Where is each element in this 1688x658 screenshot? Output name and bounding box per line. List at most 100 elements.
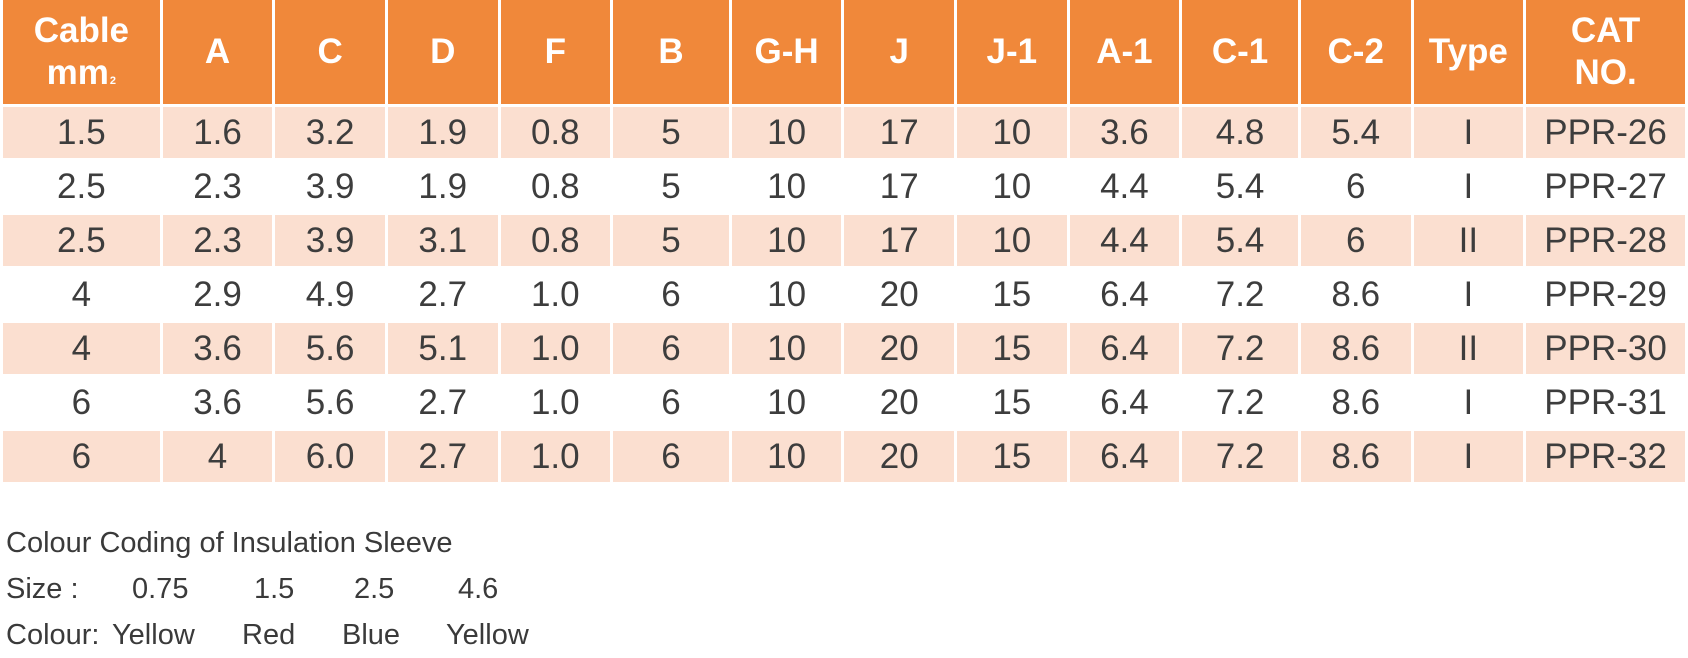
table-header: Cable mm2 A C D F B G-H J J-1 A-1 C-1 C-… [3, 0, 1685, 107]
table-cell: 10 [731, 161, 842, 215]
table-body: 1.5 1.6 3.2 1.9 0.8 5 10 17 10 3.6 4.8 5.4 I PPR-26 2.… [3, 107, 1685, 485]
table-cell: 2.5 [3, 161, 160, 215]
table-cell: I [1413, 161, 1524, 215]
table-cell: 3.6 [1069, 107, 1180, 161]
header-col-a-1: A-1 [1069, 0, 1180, 107]
table-cell: 8.6 [1300, 431, 1411, 485]
table-cell: 15 [957, 323, 1067, 377]
table-cell: I [1413, 377, 1524, 431]
table-cell: PPR-31 [1526, 377, 1685, 431]
table-cell: 5.4 [1182, 161, 1298, 215]
legend-colour-row: Colour: Yellow Red Blue Yellow [6, 612, 529, 658]
table-cell: PPR-29 [1526, 269, 1685, 323]
table-cell: 0.8 [500, 161, 611, 215]
table-cell: 6 [3, 377, 160, 431]
table-cell: 1.9 [387, 161, 498, 215]
header-cable-superscript: 2 [109, 75, 117, 87]
table-cell: 5.6 [275, 323, 385, 377]
header-col-j: J [844, 0, 955, 107]
table-cell: 3.1 [387, 215, 498, 269]
table-cell: 17 [844, 215, 955, 269]
legend-size-value: 1.5 [254, 573, 295, 605]
table-cell: 2.7 [387, 377, 498, 431]
specification-table: Cable mm2 A C D F B G-H J J-1 A-1 C-1 C-… [3, 0, 1685, 485]
table-cell: 10 [731, 269, 842, 323]
header-col-j-1: J-1 [957, 0, 1067, 107]
table-cell: 10 [957, 161, 1067, 215]
table-cell: 1.9 [387, 107, 498, 161]
table-cell: 5 [613, 215, 729, 269]
table-cell: 6 [3, 431, 160, 485]
legend-size-value: 4.6 [458, 573, 499, 605]
table-cell: I [1413, 269, 1524, 323]
legend-colour-value: Yellow [112, 619, 195, 651]
table-cell: 20 [844, 377, 955, 431]
table-cell: 6 [1300, 215, 1411, 269]
table-cell: 15 [957, 431, 1067, 485]
colour-coding-legend: Colour Coding of Insulation Sleeve Size … [6, 520, 529, 658]
table-cell: 4.8 [1182, 107, 1298, 161]
table-cell: 15 [957, 269, 1067, 323]
table-cell: 1.5 [3, 107, 160, 161]
table-cell: 3.9 [275, 215, 385, 269]
legend-size-value: 0.75 [132, 573, 189, 605]
table-cell: 2.5 [3, 215, 160, 269]
table-cell: 5 [613, 161, 729, 215]
table-row: 4 3.6 5.6 5.1 1.0 6 10 20 15 6.4 7.2 8.6 II PPR-30 [3, 323, 1685, 377]
table-cell: 10 [731, 215, 842, 269]
table-cell: 2.3 [162, 215, 273, 269]
table-cell: 5.6 [275, 377, 385, 431]
table-cell: 1.6 [162, 107, 273, 161]
table-cell: 8.6 [1300, 323, 1411, 377]
table-cell: PPR-32 [1526, 431, 1685, 485]
legend-size-row: Size : 0.75 1.5 2.5 4.6 [6, 566, 498, 612]
table-cell: 10 [957, 215, 1067, 269]
table-cell: 2.3 [162, 161, 273, 215]
table-cell: 2.7 [387, 431, 498, 485]
table-cell: 6 [613, 269, 729, 323]
table-cell: 6 [613, 323, 729, 377]
table-cell: 10 [731, 377, 842, 431]
table-cell: 4 [3, 269, 160, 323]
table-row: 6 3.6 5.6 2.7 1.0 6 10 20 15 6.4 7.2 8.6 I PPR-31 [3, 377, 1685, 431]
header-cable-unit: mm2 [3, 52, 160, 94]
table-cell: 4.4 [1069, 215, 1180, 269]
table-cell: 6 [613, 431, 729, 485]
header-col-f: F [500, 0, 611, 107]
table-row: 2.5 2.3 3.9 3.1 0.8 5 10 17 10 4.4 5.4 6 II PPR-28 [3, 215, 1685, 269]
header-cat-line1: CAT [1570, 11, 1641, 50]
table-cell: 4.4 [1069, 161, 1180, 215]
header-col-d: D [387, 0, 498, 107]
table-cell: 7.2 [1182, 377, 1298, 431]
table-cell: PPR-27 [1526, 161, 1685, 215]
table-cell: 2.9 [162, 269, 273, 323]
table-cell: 6.4 [1069, 269, 1180, 323]
header-col-b: B [613, 0, 729, 107]
table-cell: 2.7 [387, 269, 498, 323]
table-cell: 10 [731, 431, 842, 485]
header-col-c: C [275, 0, 385, 107]
table-cell: 17 [844, 107, 955, 161]
table-cell: PPR-28 [1526, 215, 1685, 269]
table-cell: 3.6 [162, 323, 273, 377]
header-row: Cable mm2 A C D F B G-H J J-1 A-1 C-1 C-… [3, 0, 1685, 107]
table-cell: 5.4 [1182, 215, 1298, 269]
table-cell: 17 [844, 161, 955, 215]
legend-size-value: 2.5 [354, 573, 395, 605]
table-cell: 15 [957, 377, 1067, 431]
table-cell: 20 [844, 323, 955, 377]
legend-title: Colour Coding of Insulation Sleeve [6, 527, 453, 559]
table-cell: 10 [731, 107, 842, 161]
table-cell: 10 [957, 107, 1067, 161]
table-cell: 6 [1300, 161, 1411, 215]
legend-colour-value: Yellow [446, 619, 529, 651]
table-cell: 6.0 [275, 431, 385, 485]
legend-colour-label: Colour: [6, 619, 100, 651]
legend-colour-value: Blue [342, 619, 401, 651]
table-cell: 7.2 [1182, 431, 1298, 485]
table-cell: 6.4 [1069, 323, 1180, 377]
table-cell: 3.6 [162, 377, 273, 431]
table-row: 1.5 1.6 3.2 1.9 0.8 5 10 17 10 3.6 4.8 5.4 I PPR-26 [3, 107, 1685, 161]
table-cell: 3.2 [275, 107, 385, 161]
table-cell: PPR-26 [1526, 107, 1685, 161]
